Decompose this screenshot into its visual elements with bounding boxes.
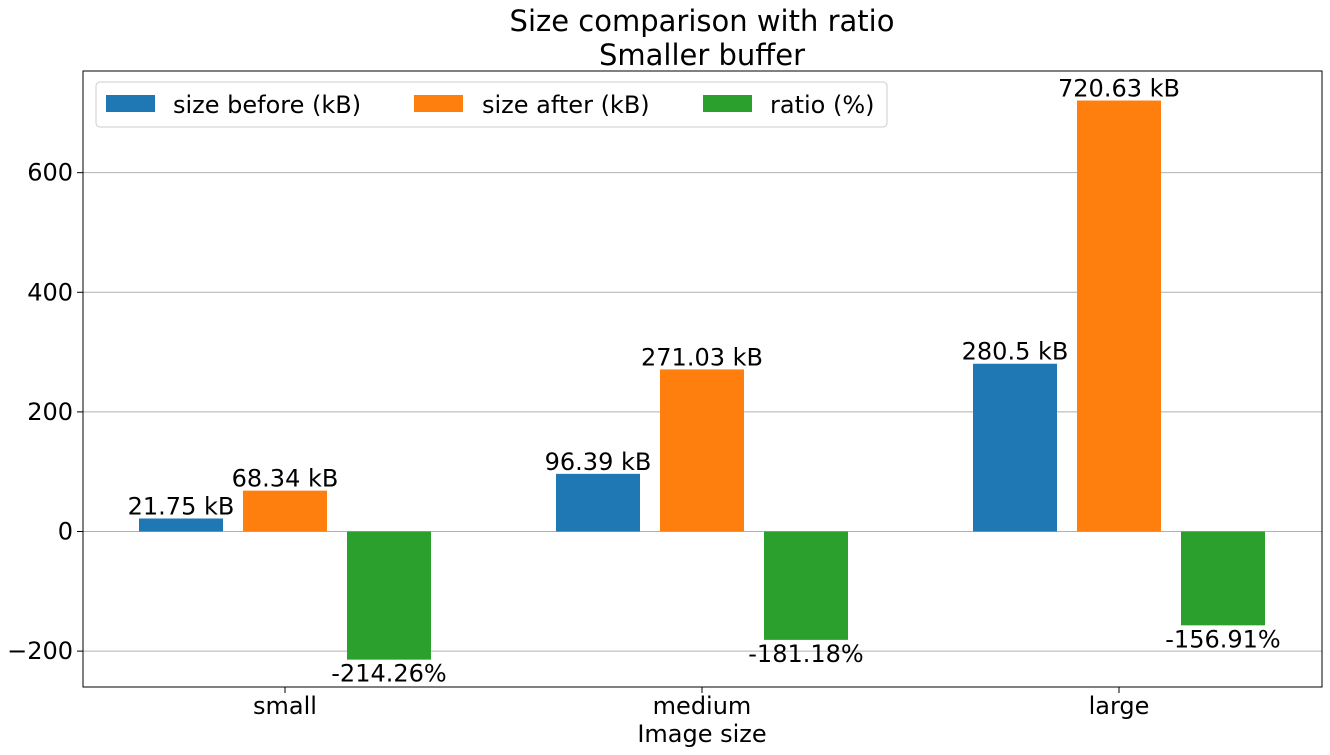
bar	[660, 369, 744, 532]
chart-title: Size comparison with ratio	[510, 4, 895, 38]
legend-label: ratio (%)	[770, 91, 875, 119]
y-axis: −200 0 200 400 600	[7, 159, 83, 665]
x-tick-label: large	[1089, 692, 1150, 720]
x-tick-label: small	[253, 692, 317, 720]
bars	[139, 100, 1265, 660]
x-axis: small medium large	[253, 687, 1149, 720]
bar	[1077, 100, 1161, 532]
y-tick-label: 400	[27, 278, 73, 306]
legend: size before (kB) size after (kB) ratio (%)	[95, 81, 888, 128]
chart-subtitle: Smaller buffer	[599, 38, 805, 72]
bar-value-label: 720.63 kB	[1058, 75, 1180, 103]
bar-value-label: 271.03 kB	[641, 343, 763, 371]
bar-value-label: -214.26%	[331, 660, 446, 688]
bar-labels: 21.75 kB 96.39 kB 280.5 kB 68.34 kB 271.03 k…	[128, 75, 1281, 688]
legend-box	[95, 81, 888, 128]
bar	[556, 473, 640, 532]
bar	[973, 363, 1057, 532]
bar-value-label: -156.91%	[1165, 625, 1280, 653]
legend-label: size after (kB)	[482, 91, 650, 119]
x-axis-label: Image size	[637, 720, 766, 748]
y-tick-label: −200	[7, 637, 73, 665]
legend-swatch	[106, 95, 155, 112]
bar-value-label: 68.34 kB	[232, 465, 339, 493]
bar-value-label: 96.39 kB	[545, 448, 652, 476]
bar	[1181, 531, 1265, 626]
legend-swatch	[414, 95, 463, 112]
bar	[347, 531, 431, 660]
y-tick-label: 0	[58, 518, 73, 546]
bar	[764, 531, 848, 640]
bar	[243, 490, 327, 532]
bar	[139, 518, 223, 532]
y-tick-label: 600	[27, 159, 73, 187]
bar-value-label: -181.18%	[748, 640, 863, 668]
y-tick-label: 200	[27, 398, 73, 426]
legend-swatch	[703, 95, 752, 112]
x-tick-label: medium	[653, 692, 752, 720]
bar-value-label: 21.75 kB	[128, 492, 235, 520]
bar-value-label: 280.5 kB	[962, 338, 1069, 366]
legend-label: size before (kB)	[173, 91, 361, 119]
